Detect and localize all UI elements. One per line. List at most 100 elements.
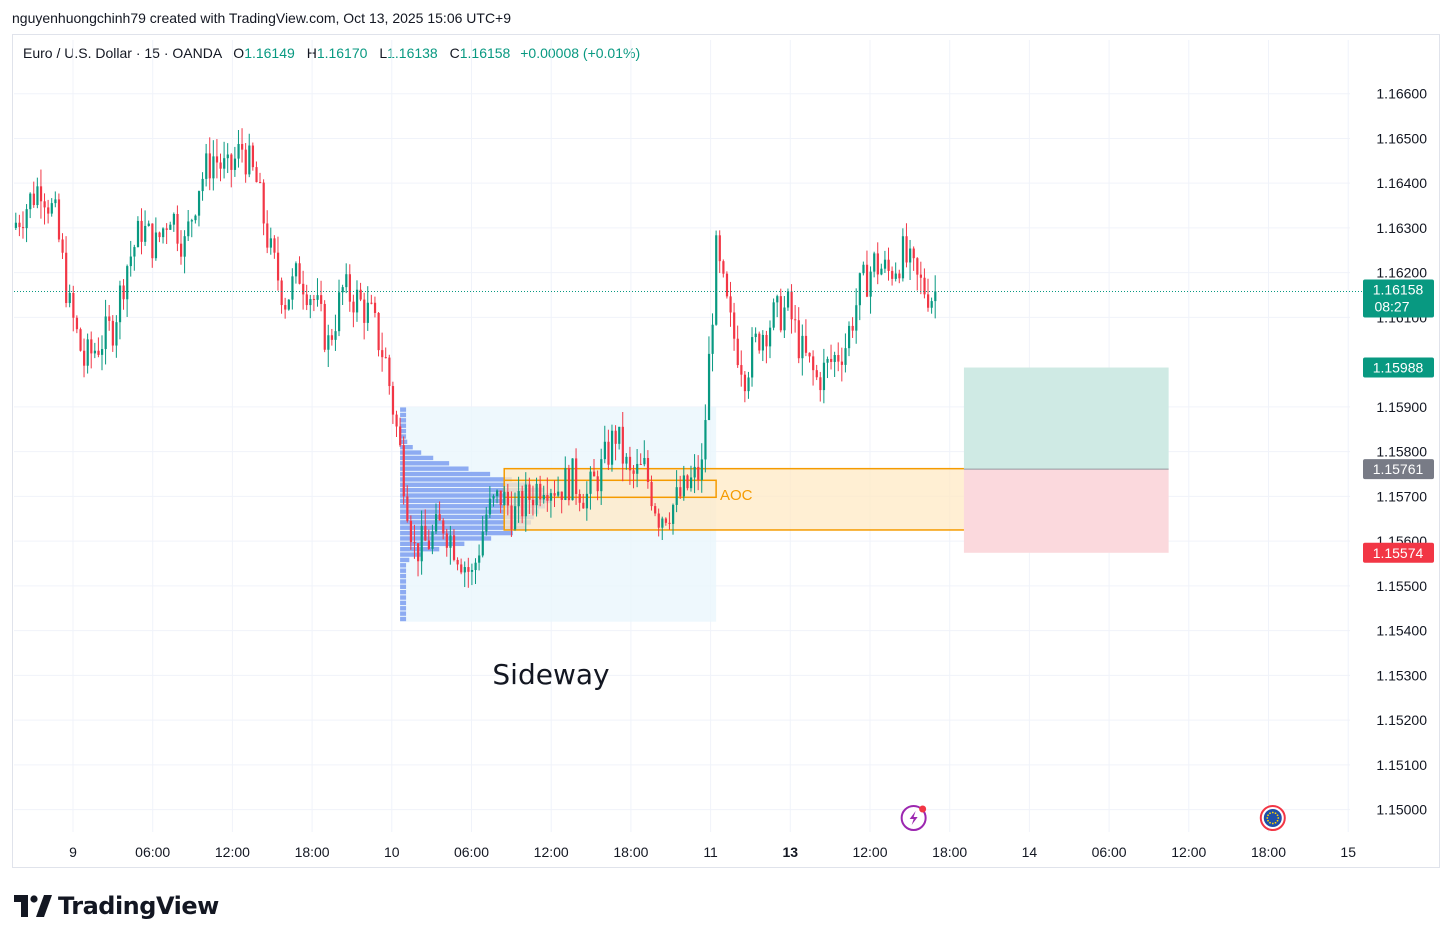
candle-body	[539, 483, 542, 500]
time-axis[interactable]: 9 06:00 12:00 18:00 10 06:00 12:00 18:00 11 13 12:…	[69, 844, 1356, 860]
candle-body	[434, 514, 438, 532]
candle-body	[869, 271, 872, 297]
candle-body	[614, 430, 617, 444]
volume-profile-row	[400, 584, 407, 589]
time-tick-label: 11	[703, 844, 718, 860]
time-tick-label: 18:00	[1251, 844, 1286, 860]
candle-body	[338, 292, 341, 332]
time-tick-label: 13	[783, 844, 799, 860]
candle-body	[61, 239, 64, 253]
candle-body	[266, 223, 269, 248]
candle-body	[122, 285, 125, 300]
candle-body	[276, 252, 280, 281]
candle-body	[140, 220, 143, 242]
candle-body	[86, 339, 89, 366]
candle-body	[334, 331, 337, 340]
candle-body	[736, 338, 739, 366]
candle-body	[819, 377, 822, 391]
candle-body	[208, 153, 211, 179]
candle-body	[654, 506, 657, 514]
candle-body	[133, 247, 136, 257]
time-tick-label: 06:00	[454, 844, 489, 860]
candle-body	[801, 335, 804, 359]
volume-profile-row	[400, 450, 422, 455]
candle-body	[39, 186, 43, 202]
candle-body	[603, 441, 606, 460]
candle-body	[549, 493, 553, 501]
candle-body	[862, 264, 865, 274]
candle-body	[718, 235, 721, 262]
candle-body	[844, 348, 847, 365]
chart-frame	[12, 34, 1440, 868]
candle-body	[341, 287, 344, 293]
notification-dot	[919, 805, 927, 813]
candle-body	[291, 276, 294, 300]
volume-profile[interactable]: Sideway	[400, 406, 717, 691]
candle-body	[445, 533, 448, 548]
candle-body	[151, 223, 154, 259]
volume-profile-row	[400, 477, 512, 482]
candle-body	[144, 225, 147, 242]
time-tick-label: 12:00	[1171, 844, 1206, 860]
candle-body	[664, 518, 668, 523]
candle-body	[779, 296, 782, 331]
candle-body	[743, 374, 747, 392]
candle-body	[851, 325, 854, 331]
time-tick-label: 12:00	[534, 844, 569, 860]
candle-body	[488, 498, 492, 515]
position-tool[interactable]	[963, 367, 1169, 553]
candle-body	[460, 564, 463, 573]
candle-body	[29, 193, 32, 210]
candle-body	[754, 333, 757, 338]
price-tick-label: 1.15700	[1376, 488, 1427, 504]
price-axis[interactable]: 1.16600 1.16500 1.16400 1.16300 1.162001.161…	[1376, 86, 1427, 818]
candle-body	[449, 535, 452, 548]
eu-star	[1277, 817, 1280, 819]
candle-body	[244, 149, 247, 175]
candle-body	[632, 470, 635, 474]
candle-body	[373, 302, 377, 313]
time-tick-label: 06:00	[1092, 844, 1127, 860]
candle-body	[409, 520, 413, 543]
candle-body	[309, 299, 312, 306]
candle-body	[395, 414, 398, 427]
candle-body	[531, 499, 535, 506]
candle-body	[478, 555, 481, 563]
lightning-icon[interactable]	[900, 805, 927, 831]
event-markers[interactable]	[900, 805, 1286, 831]
volume-profile-row	[400, 589, 407, 595]
volume-profile-row	[400, 600, 407, 606]
candle-body	[535, 483, 538, 506]
candle-body	[104, 316, 107, 350]
aoc-zone[interactable]: AOC	[503, 467, 976, 531]
candle-body	[578, 493, 581, 503]
price-label-badge	[1363, 279, 1434, 318]
brand-name: TradingView	[58, 892, 219, 920]
candle-body	[618, 426, 621, 444]
price-tick-label: 1.16300	[1376, 220, 1427, 236]
candle-body	[172, 213, 176, 225]
eu-star	[1266, 817, 1269, 819]
candle-body	[154, 232, 158, 259]
eu-flag-icon[interactable]	[1259, 805, 1286, 831]
candle-body	[223, 158, 226, 169]
candle-body	[75, 317, 79, 330]
volume-profile-row	[400, 568, 407, 573]
countdown-text: 08:27	[1374, 298, 1409, 314]
candle-body	[639, 463, 642, 465]
eu-flag-disc	[1263, 809, 1282, 827]
candle-body	[284, 305, 287, 310]
candle-body	[241, 144, 244, 150]
candle-body	[402, 445, 405, 497]
candle-body	[855, 305, 858, 331]
candle-body	[815, 370, 818, 378]
candle-body	[57, 199, 61, 240]
candle-body	[273, 238, 276, 253]
candle-body	[790, 291, 793, 320]
candle-body	[359, 289, 362, 300]
candles	[14, 128, 937, 588]
candle-body	[693, 466, 696, 478]
candle-body	[399, 426, 402, 446]
candle-body	[115, 322, 118, 346]
